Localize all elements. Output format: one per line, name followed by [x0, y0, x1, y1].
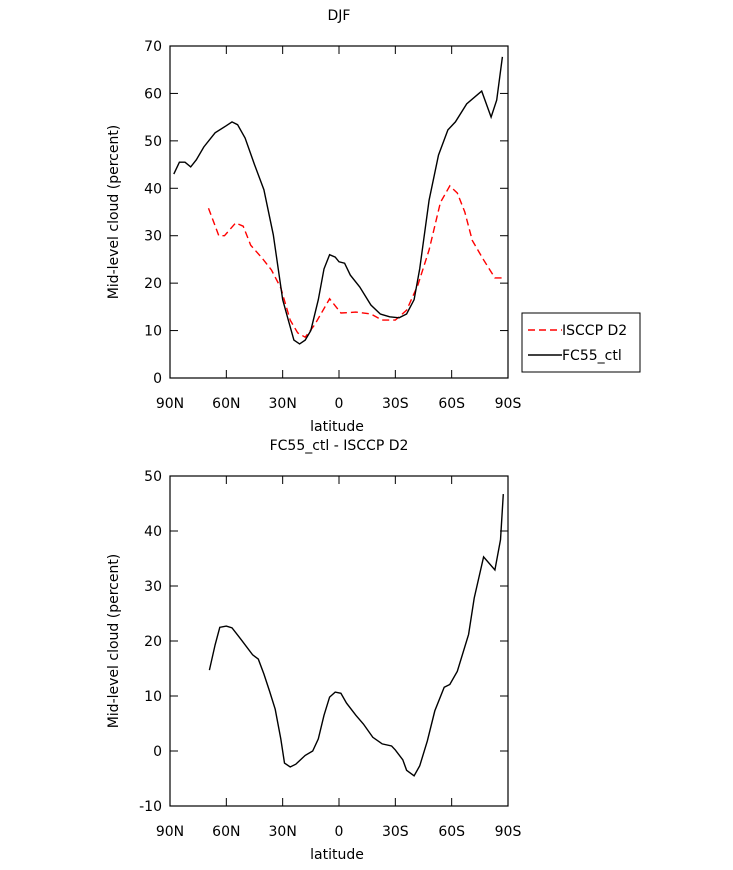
y-axis-label: Mid-level cloud (percent): [106, 125, 122, 300]
y-axis-label: Mid-level cloud (percent): [106, 554, 122, 729]
y-tick-label: 70: [144, 39, 162, 55]
x-tick-label: 90S: [495, 396, 522, 412]
x-tick-label: 30N: [269, 396, 297, 412]
y-tick-label: 20: [144, 276, 162, 292]
y-tick-label: 10: [144, 324, 162, 340]
data-line: [208, 494, 504, 777]
x-tick-label: 60N: [212, 824, 240, 840]
x-tick-label: 60S: [438, 396, 465, 412]
x-tick-label: 30S: [382, 824, 409, 840]
x-tick-label: 30N: [269, 824, 297, 840]
x-axis-label: latitude: [310, 847, 364, 863]
x-tick-label: 90S: [495, 824, 522, 840]
y-tick-label: 20: [144, 634, 162, 650]
y-tick-label: 50: [144, 469, 162, 485]
legend-box: [521, 312, 641, 373]
x-tick-label: 90N: [156, 824, 184, 840]
y-tick-label: 10: [144, 689, 162, 705]
chart-title: FC55_ctl - ISCCP D2: [270, 438, 409, 454]
data-line: [173, 56, 504, 345]
data-line: [207, 184, 503, 339]
y-tick-label: 30: [144, 579, 162, 595]
y-tick-label: -10: [139, 799, 162, 815]
x-tick-label: 0: [335, 396, 344, 412]
y-tick-label: 0: [153, 744, 162, 760]
plot-frame: [169, 475, 509, 807]
y-tick-label: 0: [153, 371, 162, 387]
y-tick-label: 30: [144, 229, 162, 245]
x-tick-label: 90N: [156, 396, 184, 412]
plot-frame: [169, 45, 509, 379]
chart-title: DJF: [328, 8, 351, 24]
legend-label: FC55_ctl: [562, 348, 622, 364]
y-tick-label: 50: [144, 134, 162, 150]
x-axis-label: latitude: [310, 419, 364, 435]
y-tick-label: 60: [144, 86, 162, 102]
x-tick-label: 60S: [438, 824, 465, 840]
legend-label: ISCCP D2: [562, 323, 627, 339]
y-tick-label: 40: [144, 181, 162, 197]
x-tick-label: 0: [335, 824, 344, 840]
x-tick-label: 60N: [212, 396, 240, 412]
y-tick-label: 40: [144, 524, 162, 540]
x-tick-label: 30S: [382, 396, 409, 412]
